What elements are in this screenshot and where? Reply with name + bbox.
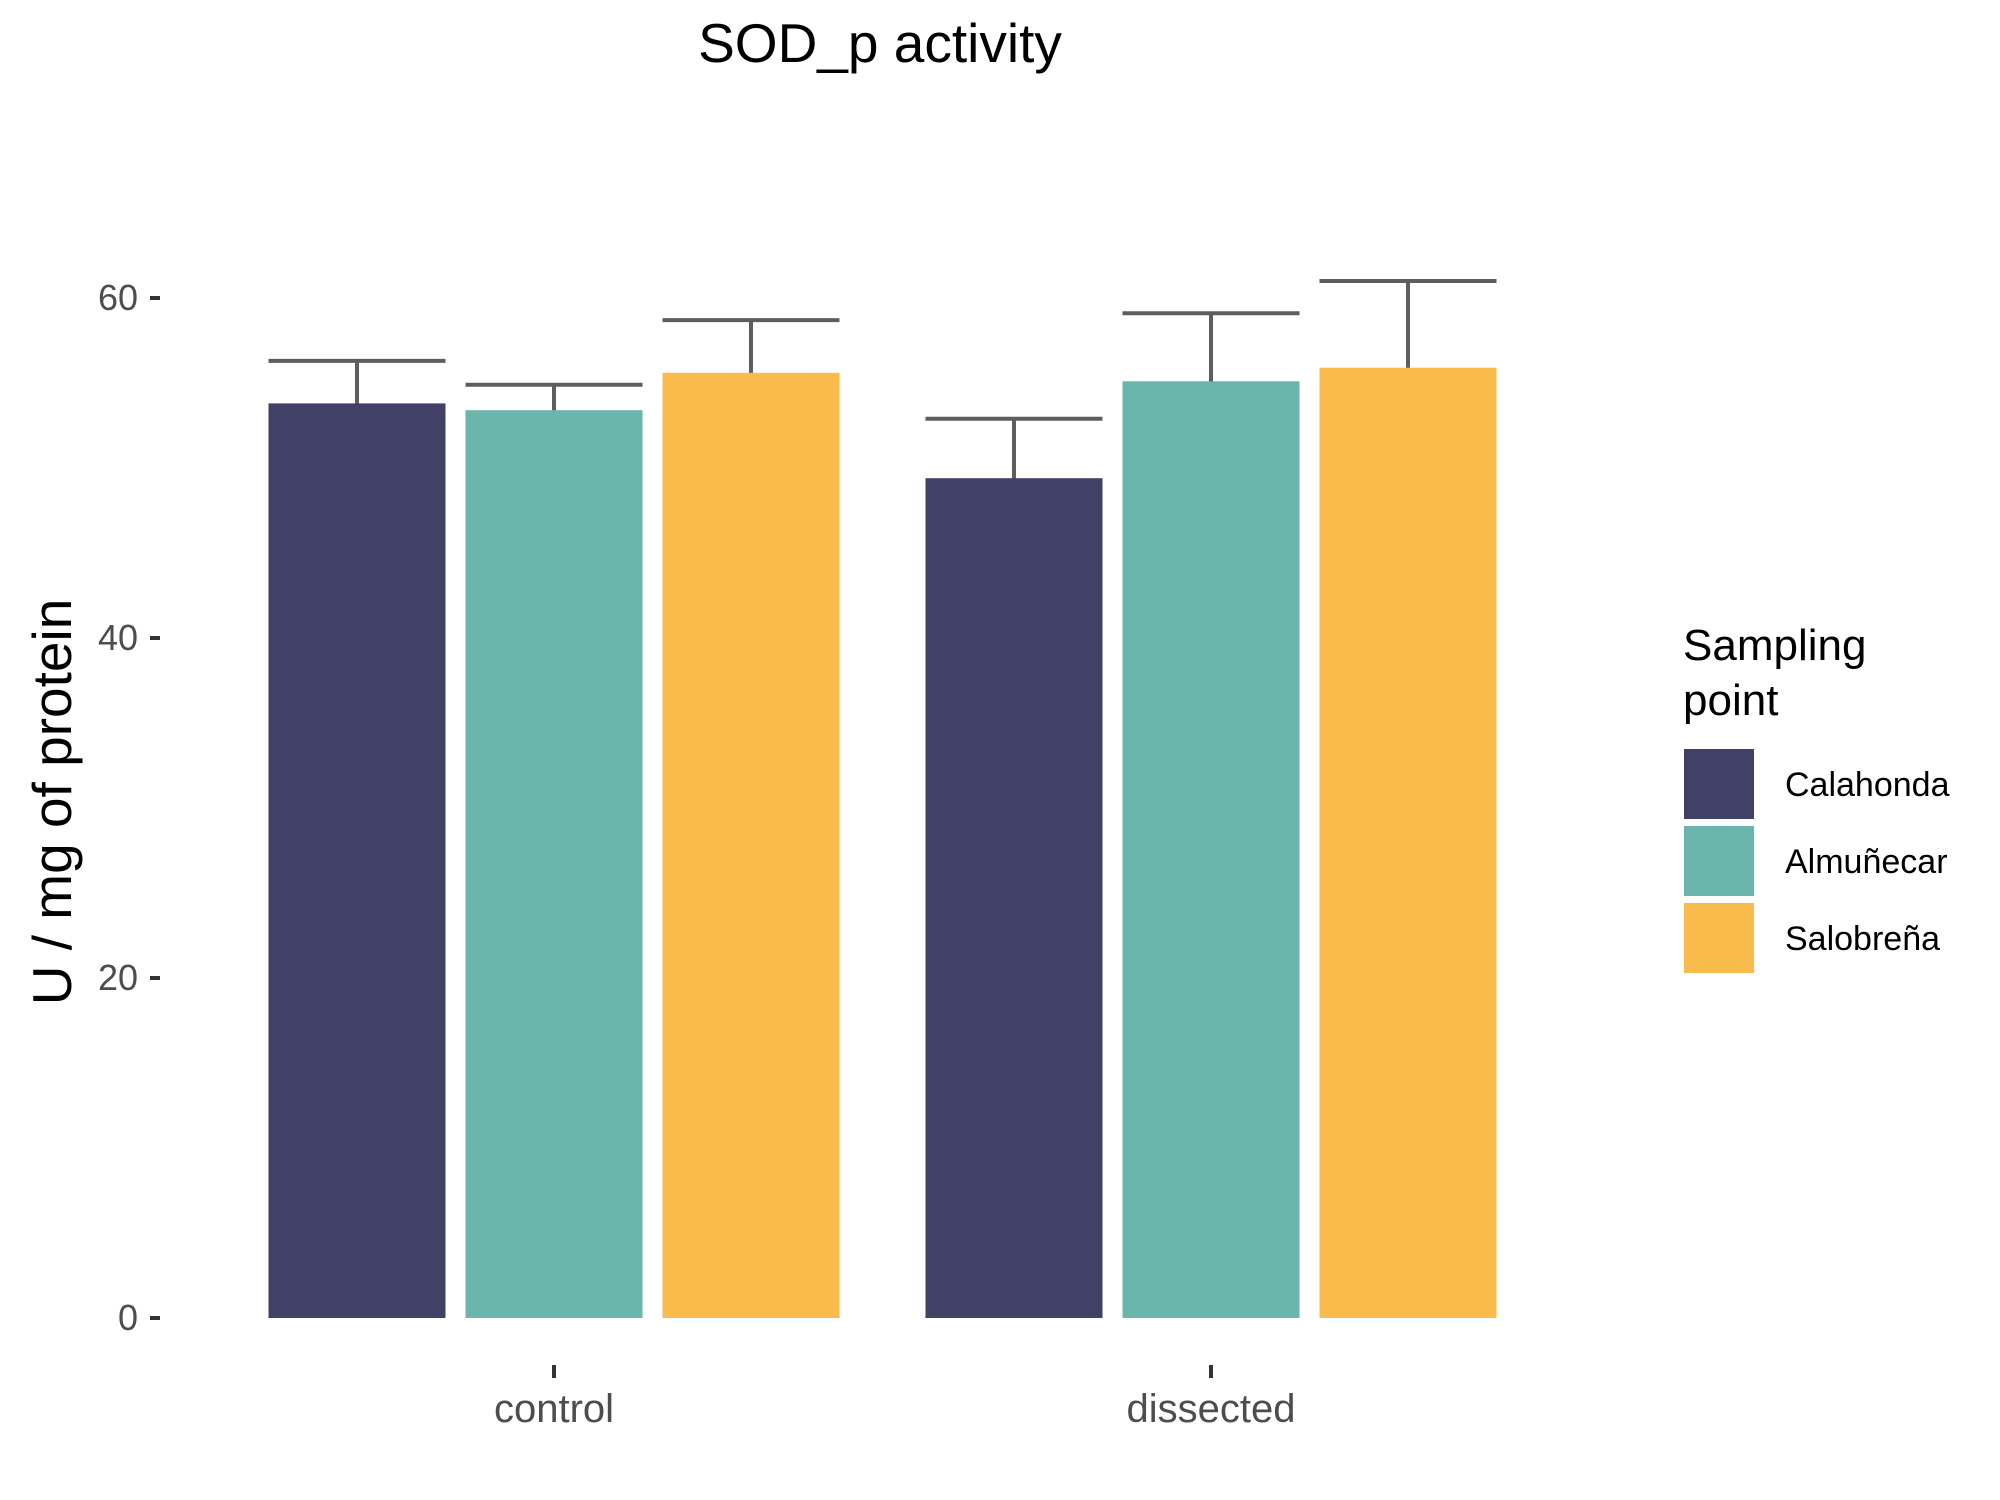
bar-salobrena-control (662, 372, 840, 1318)
error-bars-group (268, 279, 1497, 540)
legend-label: Calahonda (1785, 766, 1950, 804)
x-tick-label: dissected (1127, 1387, 1296, 1431)
chart-title: SOD_p activity (698, 12, 1062, 74)
y-axis: 0 20 40 60 (98, 277, 160, 1338)
y-tick-label: 20 (98, 957, 138, 998)
x-tick-label: control (494, 1387, 614, 1431)
y-tick-label: 40 (98, 617, 138, 658)
legend-key-1 (1682, 824, 1756, 898)
y-tick-label: 0 (118, 1297, 138, 1338)
bar-almunecar-dissected (1122, 381, 1300, 1318)
legend-title-line-2: point (1683, 676, 1778, 725)
legend-key-0 (1682, 747, 1756, 821)
legend-title-line-1: Sampling (1683, 621, 1866, 670)
legend-key-2 (1682, 901, 1756, 975)
legend: Sampling point Calahonda Almuñecar Salobre… (1682, 621, 1950, 975)
bar-calahonda-control (268, 403, 446, 1318)
x-axis: control dissected (494, 1365, 1296, 1431)
bar-salobrena-dissected (1319, 367, 1497, 1318)
y-tick-label: 60 (98, 277, 138, 318)
bar-almunecar-control (465, 410, 643, 1318)
y-axis-label: U / mg of protein (21, 599, 83, 1006)
legend-label: Almuñecar (1785, 843, 1948, 881)
legend-label: Salobreña (1785, 920, 1940, 958)
bar-calahonda-dissected (925, 478, 1103, 1318)
bars-group (268, 367, 1497, 1318)
